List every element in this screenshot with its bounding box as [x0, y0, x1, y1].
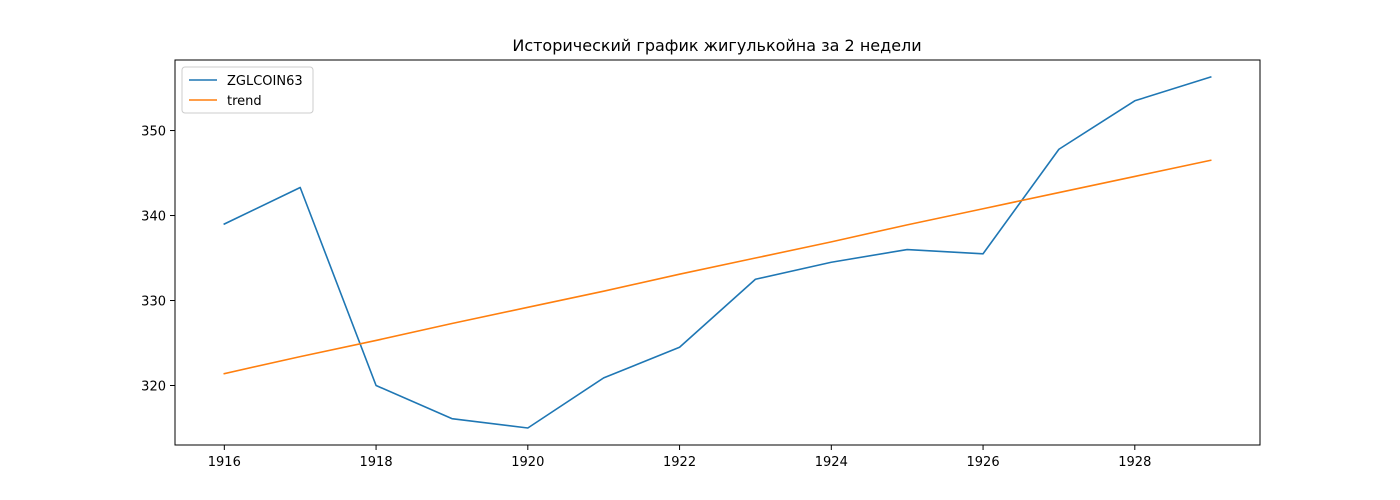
legend-box: [181, 66, 314, 114]
legend-label: trend: [227, 94, 262, 109]
plot-area: 1916 1918 1920 1922 1924 1926 1928 320 330 340 350: [141, 75, 1212, 470]
x-tick-label: 1920: [511, 455, 544, 470]
series-line-zglcoin63: [223, 75, 1212, 429]
series-line-trend: [223, 159, 1212, 375]
legend-label: ZGLCOIN63: [227, 74, 303, 89]
y-tick-label: 330: [141, 295, 166, 310]
y-tick-label: 340: [141, 210, 166, 225]
x-tick-label: 1918: [360, 455, 393, 470]
x-tick-label: 1916: [208, 455, 241, 470]
x-tick-label: 1928: [1118, 455, 1151, 470]
x-tick-label: 1926: [967, 455, 1000, 470]
y-tick-label: 350: [141, 125, 166, 140]
y-tick-label: 320: [141, 380, 166, 395]
x-tick-label: 1922: [663, 455, 696, 470]
axes-frame: [174, 59, 1261, 446]
chart-title: Исторический график жигулькойна за 2 нед…: [512, 36, 921, 55]
x-tick-label: 1924: [815, 455, 848, 470]
legend: ZGLCOIN63 trend: [181, 66, 314, 114]
